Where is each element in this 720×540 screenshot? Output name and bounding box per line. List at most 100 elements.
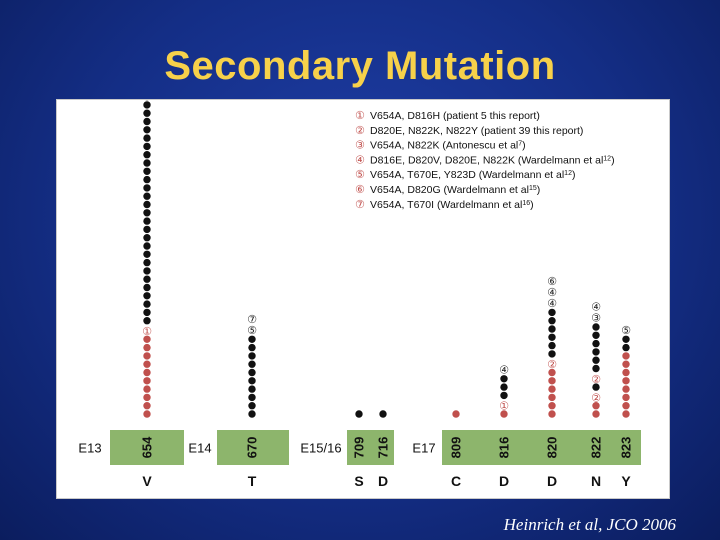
circled-marker: ④: [547, 297, 557, 310]
mutation-dot: [622, 368, 630, 377]
mutation-dot: [592, 331, 600, 339]
circled-marker: ⑥: [547, 275, 557, 288]
figure-panel: E13E14E15/16E17654V①③⑤⑥⑦670T⑤⑦709S716D80…: [56, 99, 670, 499]
mutation-dot: [143, 101, 151, 109]
mutation-dot: [143, 385, 151, 393]
exon-bar-E17: [442, 430, 641, 465]
codon-label: 823: [619, 437, 634, 459]
mutation-dot: [143, 343, 151, 352]
exon-bar-E14: [217, 430, 289, 465]
circled-marker: ①: [142, 325, 152, 338]
mutation-dot: [143, 167, 151, 175]
codon-label: 816: [497, 437, 512, 459]
mutation-dot: [143, 292, 151, 300]
mutation-dot-plot: E13E14E15/16E17654V①③⑤⑥⑦670T⑤⑦709S716D80…: [78, 100, 641, 489]
mutation-dot: [143, 308, 151, 317]
mutation-dot: [143, 368, 151, 377]
circled-marker: ⑦: [247, 313, 257, 326]
mutation-dot: [548, 325, 556, 333]
mutation-dot: [592, 339, 600, 348]
legend-entry: V654A, T670I (Wardelmann et al16): [370, 199, 534, 211]
mutation-dot: [143, 234, 151, 242]
mutation-dot: [143, 184, 151, 192]
mutation-dot: [143, 142, 151, 151]
circled-marker: ②: [591, 391, 601, 404]
mutation-dot: [143, 335, 151, 343]
mutation-dot: [143, 217, 151, 225]
exon-label: E14: [188, 441, 211, 456]
circled-marker: ⑤: [247, 324, 257, 337]
amino-acid-label: C: [451, 473, 461, 489]
mutation-dot: [143, 117, 151, 126]
mutation-dot: [248, 343, 256, 352]
legend-marker: ⑥: [355, 183, 365, 196]
mutation-dot: [248, 393, 256, 402]
mutation-dot: [248, 368, 256, 377]
mutation-dot: [143, 402, 151, 410]
mutation-dot: [143, 159, 151, 167]
mutation-dot: [592, 323, 600, 331]
mutation-dot: [500, 383, 508, 391]
circled-marker: ④: [547, 286, 557, 299]
mutation-dot: [622, 335, 630, 343]
exon-bar-E13: [110, 430, 184, 465]
mutation-dot: [500, 391, 508, 400]
mutation-dot: [622, 343, 630, 352]
mutation-dot: [143, 175, 151, 184]
mutation-dot: [143, 283, 151, 292]
circled-marker: ②: [591, 373, 601, 386]
mutation-dot: [548, 308, 556, 317]
legend-entry: D816E, D820V, D820E, N822K (Wardelmann e…: [370, 154, 615, 166]
amino-acid-label: D: [378, 473, 388, 489]
legend-entry: D820E, N822K, N822Y (patient 39 this rep…: [370, 125, 583, 137]
legend-marker: ④: [355, 153, 365, 166]
mutation-dot: [592, 364, 600, 373]
circled-marker: ④: [499, 364, 509, 377]
mutation-dot: [143, 300, 151, 308]
mutation-dot: [248, 352, 256, 360]
mutation-dot: [355, 410, 363, 418]
mutation-dot: [548, 368, 556, 377]
amino-acid-label: D: [547, 473, 557, 489]
amino-acid-label: T: [248, 473, 257, 489]
circled-marker: ⑤: [621, 324, 631, 337]
mutation-dot: [248, 410, 256, 418]
mutation-dot: [622, 360, 630, 368]
mutation-dot: [622, 393, 630, 402]
amino-acid-label: D: [499, 473, 509, 489]
mutation-dot: [452, 410, 460, 418]
citation: Heinrich et al, JCO 2006: [503, 515, 676, 534]
circled-marker: ①: [499, 400, 509, 413]
mutation-dot: [143, 317, 151, 325]
amino-acid-label: N: [591, 473, 601, 489]
slide-title: Secondary Mutation: [164, 44, 556, 88]
mutation-dot: [548, 317, 556, 325]
mutation-dot: [143, 410, 151, 418]
mutation-dot: [143, 151, 151, 159]
mutation-dot: [592, 348, 600, 356]
codon-label: 809: [449, 437, 464, 459]
exon-bar-E15-16: [347, 430, 394, 465]
exon-label: E17: [412, 441, 435, 456]
mutation-dot: [248, 335, 256, 343]
mutation-dot: [143, 393, 151, 402]
mutation-dot: [248, 385, 256, 393]
legend-entry: V654A, D816H (patient 5 this report): [370, 110, 540, 122]
mutation-dot: [143, 250, 151, 258]
mutation-dot: [548, 402, 556, 410]
mutation-dot: [592, 410, 600, 418]
mutation-dot: [143, 267, 151, 275]
mutation-dot: [248, 402, 256, 410]
mutation-dot: [143, 192, 151, 200]
mutation-dot: [143, 126, 151, 134]
mutation-dot: [143, 225, 151, 234]
mutation-dot: [548, 350, 556, 358]
legend-entry: V654A, T670E, Y823D (Wardelmann et al12): [370, 169, 575, 181]
mutation-dot: [248, 360, 256, 368]
mutation-dot: [500, 410, 508, 418]
codon-label: 820: [545, 437, 560, 459]
mutation-dot: [548, 410, 556, 418]
circled-marker: ④: [591, 301, 601, 314]
mutation-dot: [548, 333, 556, 341]
mutation-dot: [548, 385, 556, 393]
